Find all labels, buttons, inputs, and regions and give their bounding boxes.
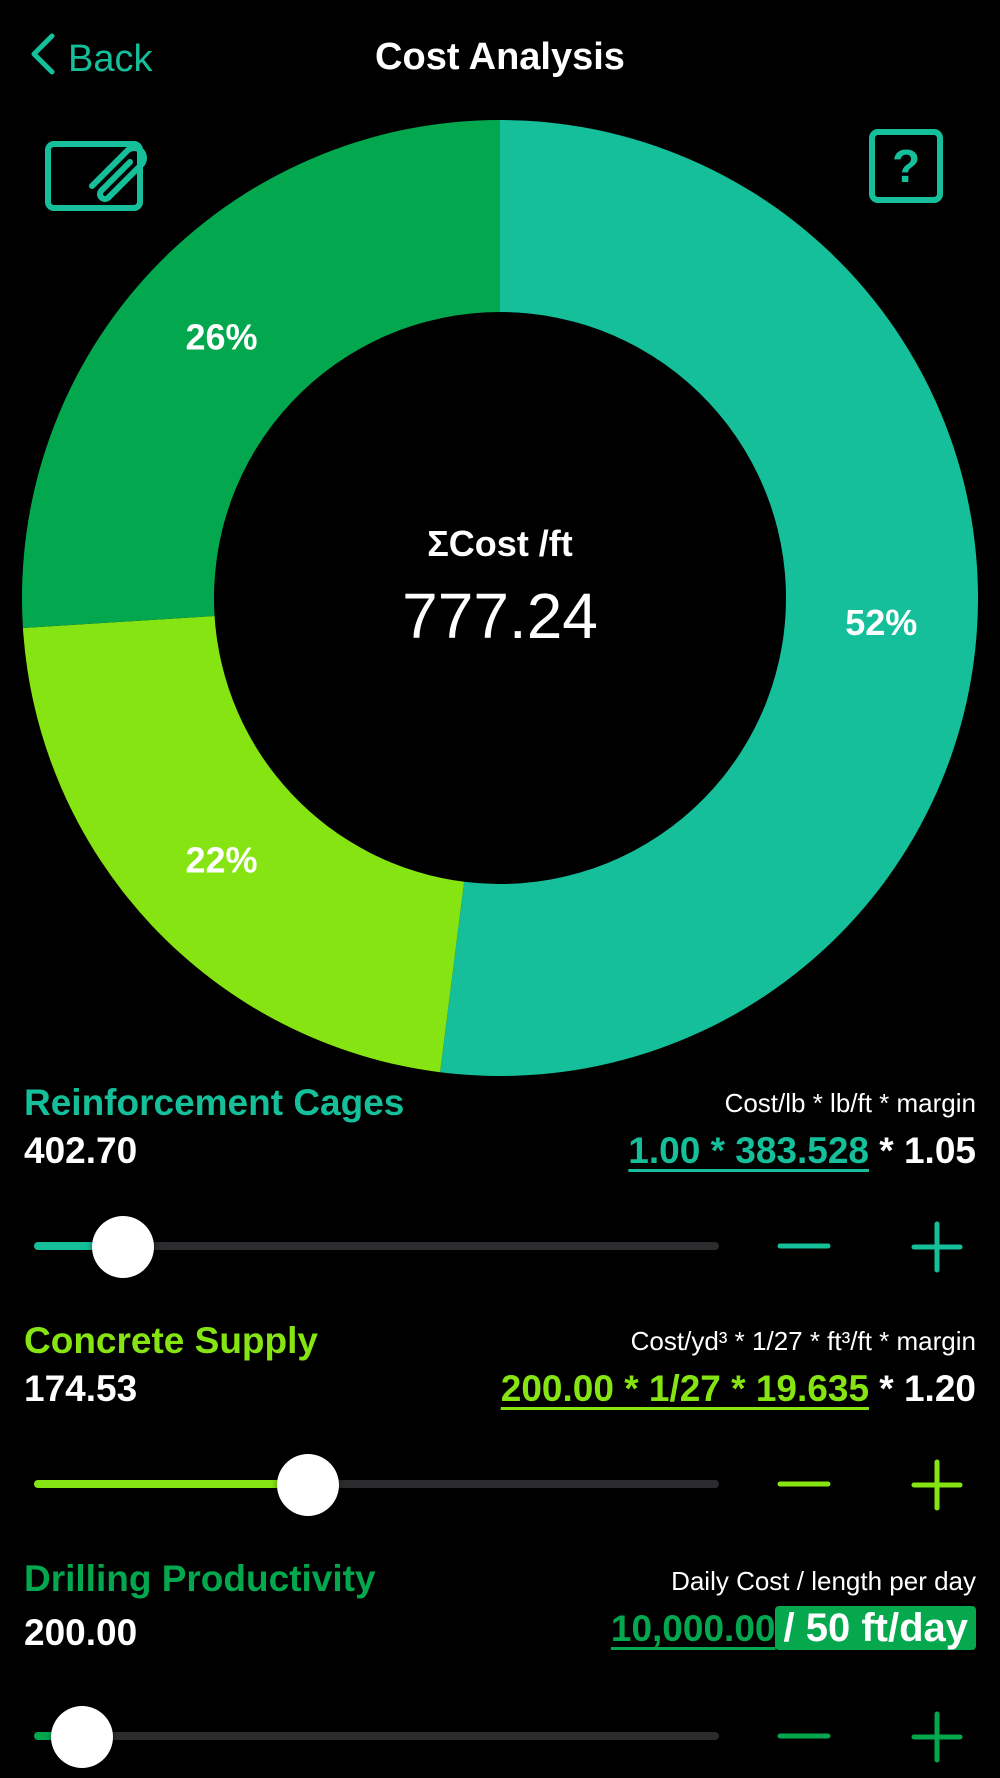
- plus-icon[interactable]: [910, 1458, 964, 1517]
- cost-donut-chart: 52% 22% 26% ΣCost /ft 777.24: [0, 110, 1000, 1090]
- reinforcement-cages-slider[interactable]: [34, 1216, 719, 1278]
- length-per-day-chip[interactable]: / 50 ft/day: [775, 1606, 976, 1650]
- drilling-productivity-slider[interactable]: [34, 1706, 719, 1768]
- minus-icon[interactable]: [776, 1714, 832, 1763]
- drilling-productivity-title: Drilling Productivity: [24, 1558, 376, 1599]
- concrete-supply-formula: Cost/yd³ * 1/27 * ft³/ft * margin: [630, 1326, 976, 1356]
- svg-text:?: ?: [892, 140, 920, 192]
- plus-icon[interactable]: [910, 1710, 964, 1769]
- reinforcement-cages-inputs-link[interactable]: 1.00 * 383.528: [628, 1130, 870, 1171]
- concrete-supply-value: 174.53: [24, 1368, 138, 1409]
- daily-cost-link[interactable]: 10,000.00: [610, 1608, 776, 1649]
- concrete-supply-slider[interactable]: [34, 1454, 719, 1516]
- concrete-supply-margin: * 1.20: [869, 1368, 976, 1409]
- donut-slice-reinforcement-cages: [440, 120, 979, 1076]
- concrete-supply-title: Concrete Supply: [24, 1320, 318, 1361]
- drilling-productivity-formula: Daily Cost / length per day: [671, 1566, 976, 1596]
- page-title: Cost Analysis: [375, 36, 625, 78]
- reinforcement-cages-formula: Cost/lb * lb/ft * margin: [724, 1088, 976, 1118]
- concrete-supply-expression: 200.00 * 1/27 * 19.635 * 1.20: [501, 1368, 976, 1410]
- attachment-edit-icon[interactable]: [44, 130, 148, 219]
- back-label: Back: [68, 37, 153, 80]
- concrete-supply-inputs-link[interactable]: 200.00 * 1/27 * 19.635: [500, 1368, 870, 1409]
- reinforcement-cages-expression: 1.00 * 383.528 * 1.05: [628, 1130, 976, 1172]
- slice-percent-label: 22%: [186, 839, 258, 880]
- minus-icon[interactable]: [776, 1462, 832, 1511]
- reinforcement-cages-value: 402.70: [24, 1130, 138, 1171]
- minus-icon[interactable]: [776, 1224, 832, 1273]
- slice-percent-label: 52%: [845, 602, 917, 643]
- help-icon[interactable]: ?: [868, 128, 944, 209]
- reinforcement-cages-title: Reinforcement Cages: [24, 1082, 405, 1123]
- chevron-left-icon: [28, 32, 56, 86]
- navigation-bar: Back Cost Analysis: [0, 0, 1000, 120]
- drilling-productivity-expression: 10,000.00/ 50 ft/day: [611, 1606, 976, 1651]
- center-total-value: 777.24: [402, 580, 598, 652]
- plus-icon[interactable]: [910, 1220, 964, 1279]
- slider-thumb[interactable]: [277, 1454, 339, 1516]
- slice-percent-label: 26%: [186, 317, 258, 358]
- drilling-productivity-value: 200.00: [24, 1612, 138, 1653]
- reinforcement-cages-margin: * 1.05: [869, 1130, 976, 1171]
- donut-slice-concrete-supply: [22, 615, 465, 1073]
- center-label: ΣCost /ft: [427, 523, 573, 564]
- slider-thumb[interactable]: [92, 1216, 155, 1278]
- back-button[interactable]: Back: [28, 32, 153, 86]
- slider-thumb[interactable]: [50, 1706, 113, 1768]
- donut-slice-drilling-productivity: [21, 120, 500, 629]
